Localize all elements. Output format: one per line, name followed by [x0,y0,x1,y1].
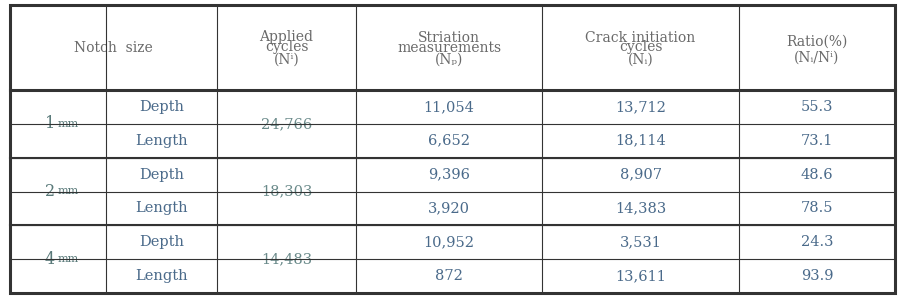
Text: 13,712: 13,712 [615,100,666,114]
Text: 872: 872 [435,269,463,283]
Text: 13,611: 13,611 [615,269,666,283]
Text: cycles: cycles [265,40,309,55]
Text: 18,114: 18,114 [615,134,666,148]
Text: cycles: cycles [619,40,662,55]
Text: 93.9: 93.9 [801,269,834,283]
Text: 14,383: 14,383 [614,201,666,215]
Text: 9,396: 9,396 [428,168,470,182]
Text: measurements: measurements [397,40,501,55]
Text: 4: 4 [45,251,55,268]
Text: 8,907: 8,907 [620,168,662,182]
Text: 6,652: 6,652 [428,134,470,148]
Text: Length: Length [135,269,188,283]
Text: Notch  size: Notch size [74,40,153,55]
Text: 55.3: 55.3 [801,100,834,114]
Text: mm: mm [57,119,79,129]
Text: 1: 1 [45,115,55,132]
Text: 73.1: 73.1 [801,134,834,148]
Text: Crack initiation: Crack initiation [586,31,696,44]
Text: Applied: Applied [260,31,313,44]
Text: Depth: Depth [139,235,184,249]
Text: (Nₚ): (Nₚ) [434,52,463,67]
Text: (Nᵢ): (Nᵢ) [628,52,653,67]
Text: Length: Length [135,134,188,148]
Text: (Nᵢ/Nⁱ): (Nᵢ/Nⁱ) [795,50,840,64]
Text: 48.6: 48.6 [801,168,834,182]
Text: mm: mm [57,254,79,264]
Text: Length: Length [135,201,188,215]
Text: (Nⁱ): (Nⁱ) [273,52,300,67]
Text: 18,303: 18,303 [261,184,312,199]
Text: Depth: Depth [139,100,184,114]
Text: 11,054: 11,054 [424,100,474,114]
Text: 24,766: 24,766 [261,117,312,131]
Text: 10,952: 10,952 [424,235,474,249]
Text: mm: mm [57,187,79,196]
Text: 14,483: 14,483 [261,252,312,266]
Text: 24.3: 24.3 [801,235,834,249]
Text: 3,531: 3,531 [620,235,662,249]
Text: Ratio(%): Ratio(%) [786,34,848,49]
Text: 3,920: 3,920 [428,201,470,215]
Text: Depth: Depth [139,168,184,182]
Text: 78.5: 78.5 [801,201,834,215]
Text: 2: 2 [45,183,55,200]
Text: Striation: Striation [418,31,480,44]
